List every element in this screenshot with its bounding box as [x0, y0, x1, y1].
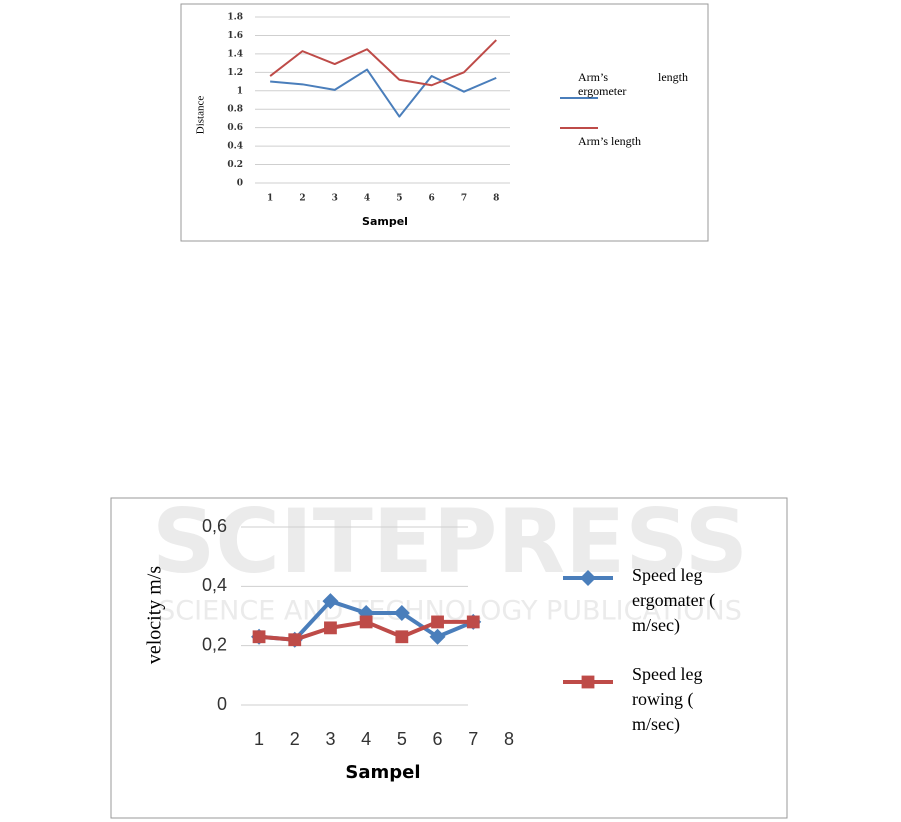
x-tick-label: 5: [397, 729, 407, 749]
legend-label: Speed leg rowing ( m/sec): [632, 664, 703, 735]
x-tick-label: 3: [325, 729, 335, 749]
y-tick-label: 1.8: [227, 13, 243, 23]
y-tick-label: 0.4: [227, 142, 243, 152]
x-tick-label: 1: [267, 194, 273, 204]
x-tick-label: 8: [493, 194, 499, 204]
marker: [581, 675, 595, 689]
y-tick-label: 0.2: [227, 160, 243, 170]
marker: [359, 615, 373, 629]
marker: [324, 621, 337, 635]
x-tick-label: 2: [290, 729, 300, 749]
chart-frame: [180, 3, 709, 242]
y-axis-label: velocity m/s: [144, 566, 166, 665]
y-tick-label: 0,4: [202, 575, 227, 595]
marker: [322, 593, 339, 610]
y-axis-label: Distance: [195, 96, 207, 135]
marker: [395, 630, 409, 644]
y-tick-label: 0: [217, 694, 227, 714]
x-tick-label: 5: [396, 194, 402, 204]
marker: [393, 605, 410, 622]
watermark-title: SCITEPRESS: [152, 490, 748, 593]
y-tick-label: 1.4: [227, 49, 243, 59]
y-tick-label: 1.2: [227, 68, 243, 78]
x-tick-label: 3: [332, 194, 338, 204]
y-tick-label: 0.6: [227, 123, 243, 133]
legend-label: Arm’s length: [578, 134, 641, 148]
marker: [429, 628, 446, 645]
y-tick-label: 0,6: [202, 516, 227, 536]
marker: [580, 570, 596, 586]
x-tick-label: 8: [504, 729, 514, 749]
y-tick-label: 0: [237, 179, 243, 189]
x-tick-label: 2: [299, 194, 305, 204]
x-tick-label: 7: [461, 194, 467, 204]
marker: [252, 630, 266, 644]
x-tick-label: 7: [468, 729, 478, 749]
legend-label: Arm’s length ergometer: [578, 70, 688, 99]
x-tick-label: 6: [429, 194, 435, 204]
x-tick-label: 4: [364, 194, 370, 204]
marker: [431, 615, 444, 629]
y-tick-label: 1: [237, 86, 243, 96]
y-tick-label: 1.6: [227, 31, 243, 41]
y-tick-label: 0.8: [227, 105, 243, 115]
marker: [466, 615, 480, 629]
x-tick-label: 1: [254, 729, 264, 749]
legend-label: Speed leg ergomater ( m/sec): [632, 565, 716, 636]
x-axis-label: Sampel: [345, 762, 420, 783]
chart-frame: [110, 497, 788, 819]
x-tick-label: 6: [433, 729, 443, 749]
x-axis-label: Sampel: [362, 215, 408, 228]
series-line: [270, 68, 497, 118]
marker: [288, 633, 302, 647]
y-tick-label: 0,2: [202, 634, 227, 654]
x-tick-label: 4: [361, 729, 371, 749]
series-line: [269, 39, 497, 87]
